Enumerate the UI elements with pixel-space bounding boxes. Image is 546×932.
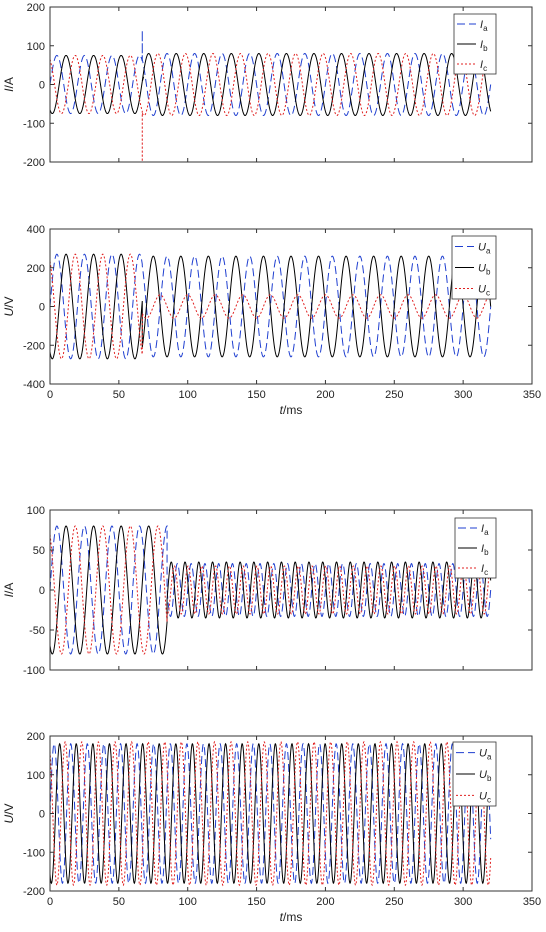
y-tick-label: -50 [29,625,45,637]
y-tick-label: -100 [23,847,45,859]
series-uc [50,740,492,887]
legend-label-ib: Ib [480,39,488,53]
x-tick-label: 250 [385,896,403,908]
x-tick-label: 300 [454,389,472,401]
legend-label-ic: Ic [481,563,488,577]
series-ub [50,253,492,360]
y-tick-label: -200 [23,157,45,169]
y-axis-label: I/A [2,77,16,92]
series-ia [50,525,492,655]
legend-label-ua: Ua [478,242,491,256]
series-ub [50,742,492,885]
legend-label-uc: Uc [479,790,491,804]
y-tick-label: -400 [23,379,45,391]
legend-label-ic: Ic [480,59,487,73]
plot-area [50,30,492,162]
y-tick-label: 400 [27,224,45,236]
x-tick-label: 100 [179,389,197,401]
x-tick-label: 100 [179,896,197,908]
x-tick-label: 50 [113,389,125,401]
series-ic [50,525,492,655]
y-tick-label: -200 [23,886,45,898]
y-tick-label: -100 [23,118,45,130]
legend: Ua Ub Uc [452,741,497,807]
series-ib [50,525,492,655]
y-axis-label: U/V [2,296,16,316]
x-tick-label: 200 [316,389,334,401]
x-tick-label: 0 [47,389,53,401]
y-tick-label: 100 [27,41,45,53]
x-tick-label: 250 [385,389,403,401]
series-ic [50,53,492,162]
legend-label-ub: Ub [479,769,492,783]
plot-area [50,253,492,360]
legend: Ia Ib Ic [453,13,497,75]
series-ia [50,30,492,117]
y-tick-label: -100 [23,665,45,677]
legend-label-ia: Ia [481,523,489,537]
x-tick-label: 0 [47,896,53,908]
y-tick-label: 50 [33,545,45,557]
y-axis-label: U/V [2,803,16,823]
y-axis-label: I/A [2,583,16,598]
plot-area [50,525,492,655]
series-uc [50,253,491,360]
y-tick-label: 200 [27,263,45,275]
chart-panel-1: 200 100 0 -100 -200 I/A Ia Ib Ic [2,2,533,169]
x-axis-label: t/ms [280,910,303,924]
legend-label-ua: Ua [479,748,492,762]
plot-area [50,740,492,887]
legend-label-ib: Ib [481,543,489,557]
y-tick-label: -200 [23,340,45,352]
legend-label-uc: Uc [478,284,490,298]
series-ib [50,53,492,116]
y-tick-label: 0 [39,809,45,821]
chart-panel-4: 0 50 100 150 200 250 300 350 200 100 0 -100 -200 U/V t… [2,731,541,924]
legend-label-ia: Ia [480,19,488,33]
chart-panel-3: 100 50 0 -50 -100 I/A Ia Ib Ic [2,505,533,677]
x-tick-label: 50 [113,896,125,908]
y-tick-label: 0 [39,302,45,314]
y-tick-label: 200 [27,2,45,14]
legend: Ia Ib Ic [454,517,497,579]
x-tick-label: 200 [316,896,334,908]
y-tick-label: 0 [39,585,45,597]
legend: Ua Ub Uc [451,235,497,300]
legend-label-ub: Ub [478,263,491,277]
x-tick-label: 350 [523,389,541,401]
y-tick-label: 100 [27,505,45,517]
x-tick-label: 150 [247,389,265,401]
x-tick-label: 150 [247,896,265,908]
x-tick-label: 350 [523,896,541,908]
x-axis-label: t/ms [280,403,303,417]
x-tick-label: 300 [454,896,472,908]
y-tick-label: 0 [39,80,45,92]
y-tick-label: 200 [27,731,45,743]
y-tick-label: 100 [27,770,45,782]
chart-panel-2: 0 50 100 150 200 250 300 350 400 200 0 -200 -400 U/V t… [2,224,541,417]
